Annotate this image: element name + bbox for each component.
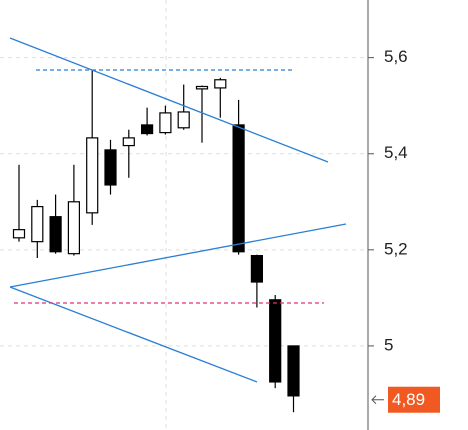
candle-body bbox=[214, 79, 227, 89]
price-arrow bbox=[371, 395, 384, 405]
candle-body bbox=[177, 111, 190, 129]
candle-body bbox=[232, 124, 245, 253]
candle-body bbox=[269, 299, 282, 383]
trend-line bbox=[9, 223, 347, 288]
candle-body bbox=[122, 137, 135, 147]
y-tick-label: 5,4 bbox=[384, 143, 408, 162]
candle-body bbox=[159, 112, 172, 134]
last-price-label: 4,89 bbox=[392, 390, 425, 409]
candle-body bbox=[141, 124, 154, 135]
candle-body bbox=[104, 149, 117, 186]
candle-body bbox=[49, 216, 62, 253]
y-tick-label: 5,2 bbox=[384, 239, 408, 258]
candle-body bbox=[86, 137, 99, 214]
y-tick-label: 5 bbox=[384, 335, 393, 354]
candle-body bbox=[195, 85, 209, 90]
y-axis: 5 5,2 5,4 5,6 4,89 bbox=[368, 47, 440, 413]
trend-line bbox=[9, 286, 258, 383]
last-price-box bbox=[388, 386, 440, 413]
candle-body bbox=[250, 254, 263, 283]
candle-body bbox=[67, 201, 81, 255]
trend-line bbox=[9, 37, 329, 163]
candle-body bbox=[12, 229, 26, 239]
drawings bbox=[9, 37, 347, 383]
candles bbox=[12, 69, 300, 413]
candle-body bbox=[287, 345, 300, 397]
candle-body bbox=[31, 205, 44, 243]
y-tick-label: 5,6 bbox=[384, 47, 408, 66]
